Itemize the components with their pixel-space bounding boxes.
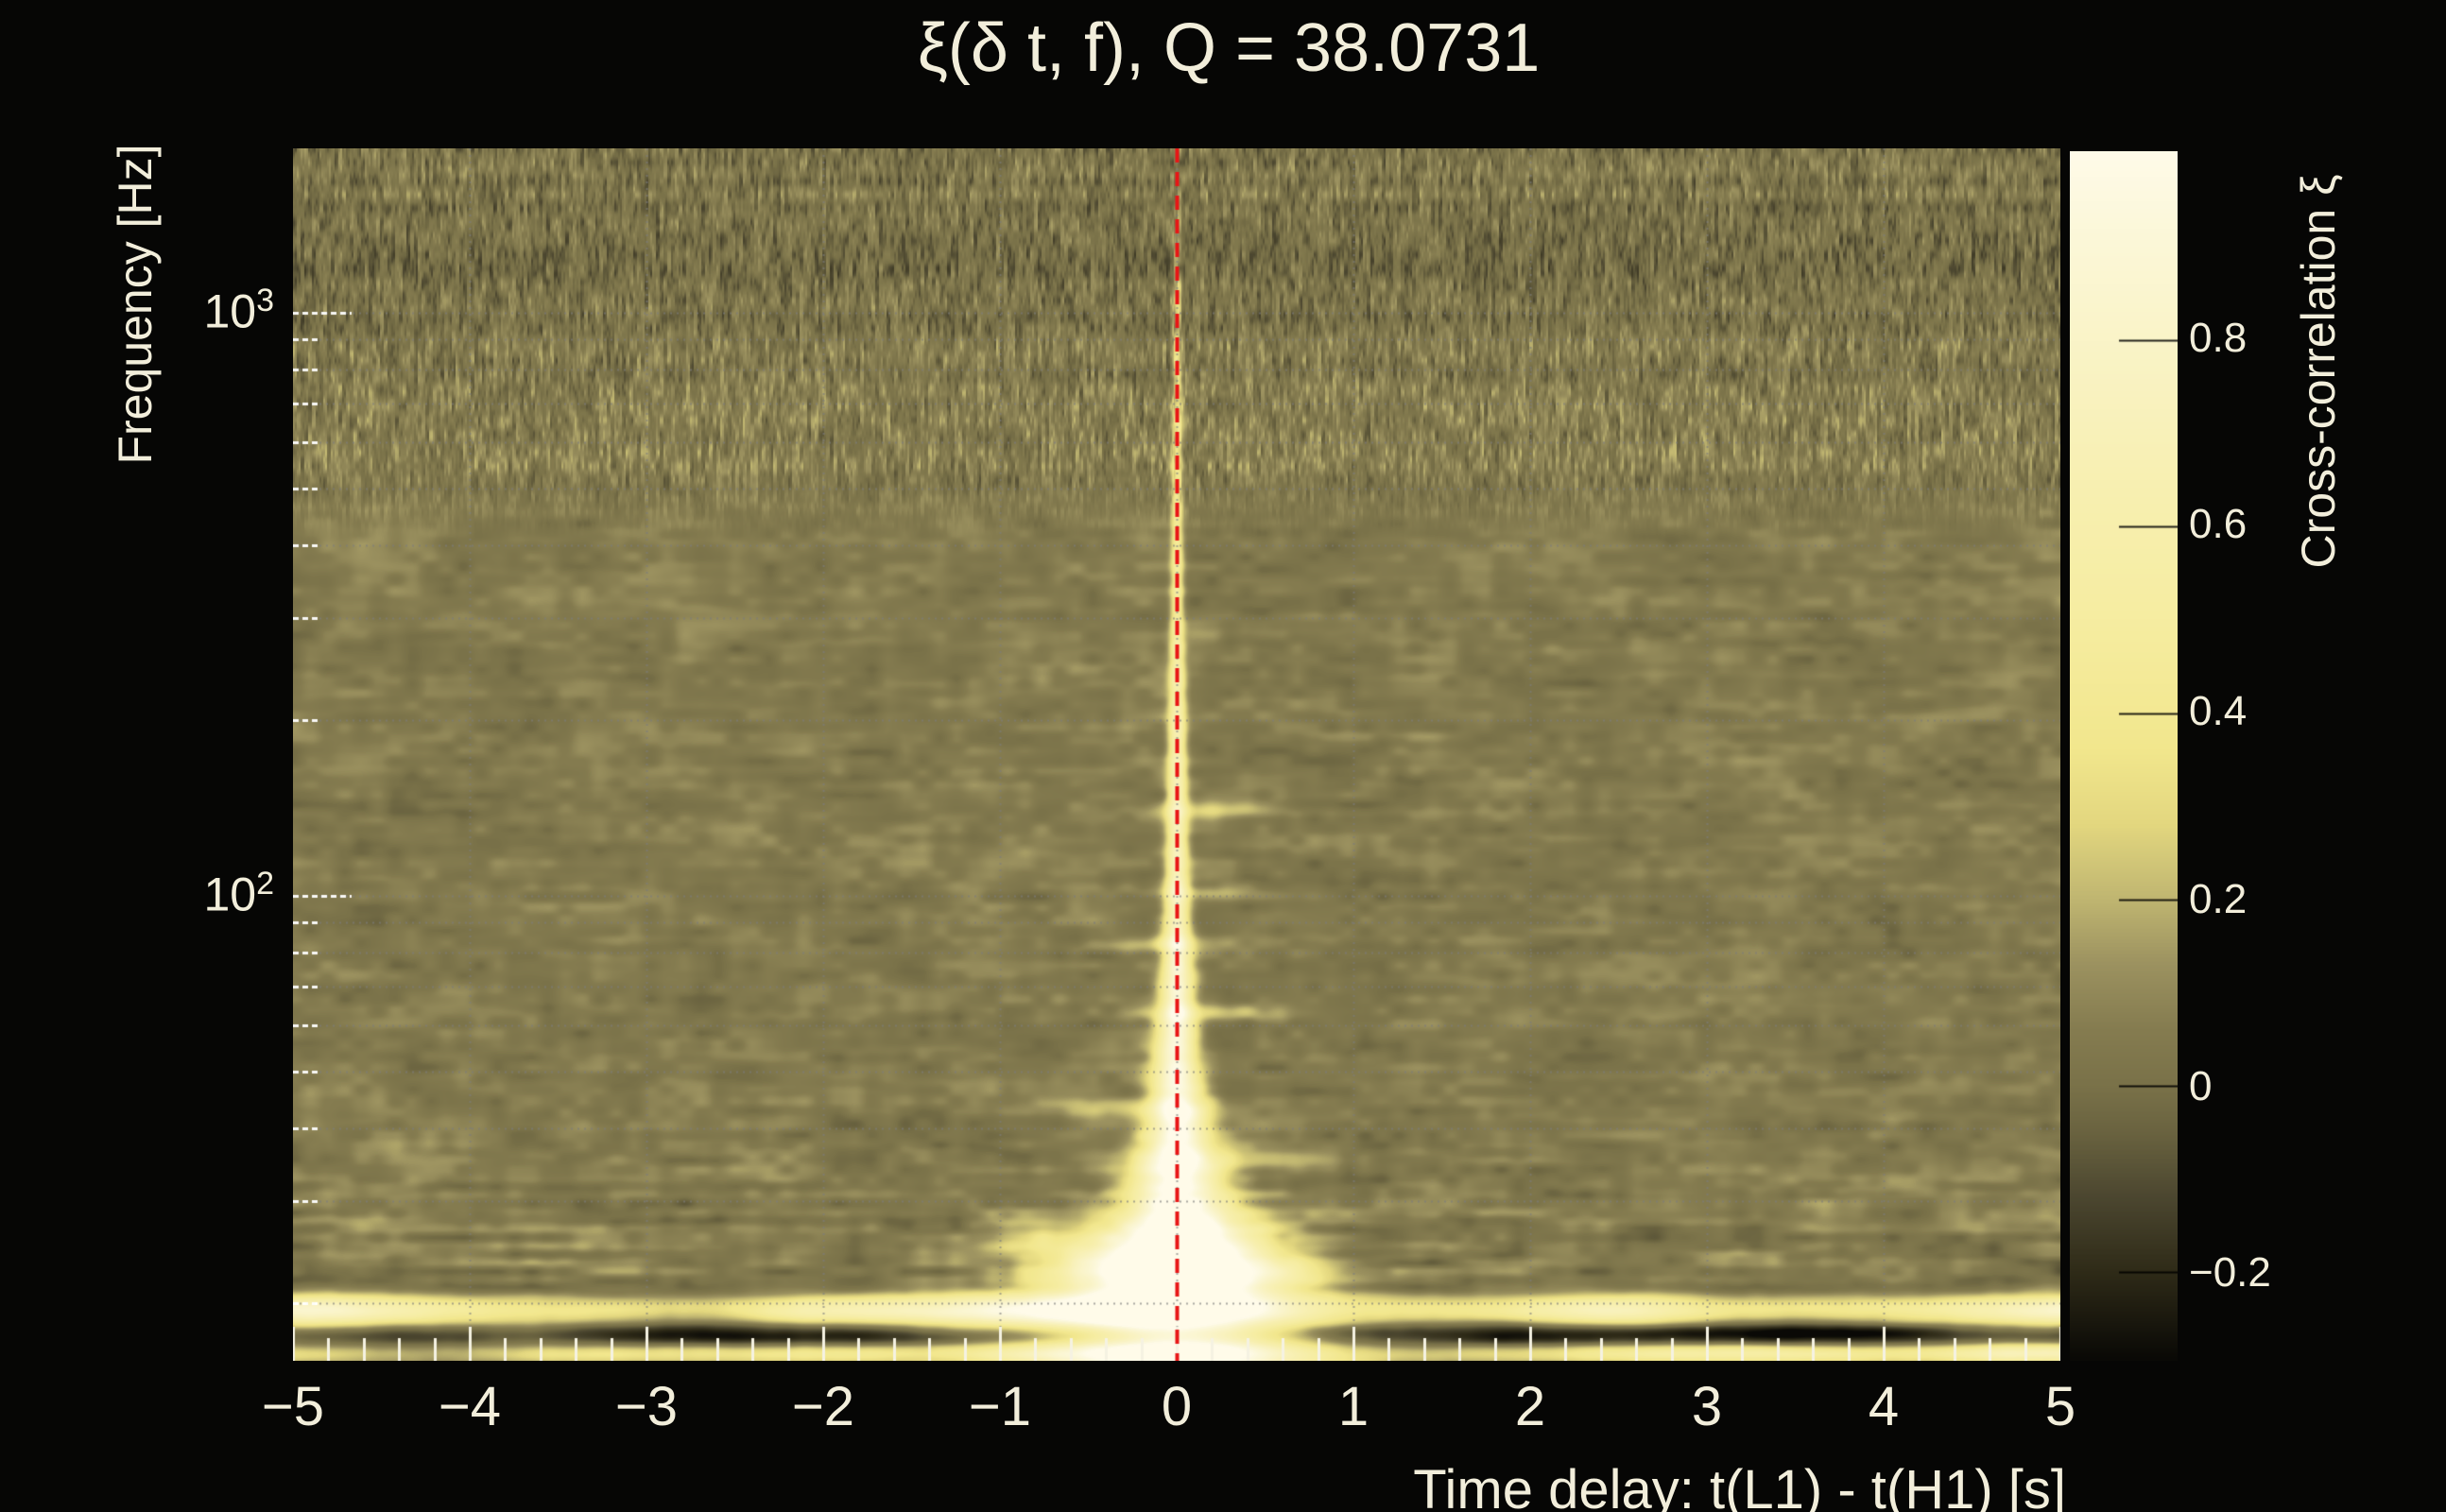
x-tick-label: −4 xyxy=(438,1376,502,1437)
x-axis-title: Time delay: t(L1) - t(H1) [s] xyxy=(1413,1459,2066,1512)
colorbar-canvas xyxy=(2070,151,2178,1361)
colorbar-title: Cross-correlation ξ xyxy=(2292,174,2345,569)
y-tick-label: 102 xyxy=(203,865,274,921)
x-tick-label: −2 xyxy=(791,1376,855,1437)
x-tick-label: 5 xyxy=(2044,1376,2076,1437)
y-tick-label: 103 xyxy=(203,282,274,338)
x-tick-label: 2 xyxy=(1514,1376,1546,1437)
y-axis-title: Frequency [Hz] xyxy=(109,144,162,465)
colorbar-tick-label: −0.2 xyxy=(2189,1249,2271,1296)
x-tick-label: −1 xyxy=(968,1376,1032,1437)
heatmap-canvas xyxy=(293,148,2060,1361)
x-tick-label: 1 xyxy=(1337,1376,1369,1437)
x-tick-label: −5 xyxy=(261,1376,325,1437)
colorbar-tick-label: 0.6 xyxy=(2189,501,2248,547)
x-tick-label: −3 xyxy=(614,1376,679,1437)
plot-title: ξ(δ t, f), Q = 38.0731 xyxy=(917,10,1541,86)
colorbar-tick-label: 0 xyxy=(2189,1063,2213,1109)
x-tick-label: 0 xyxy=(1161,1376,1193,1437)
x-tick-label: 3 xyxy=(1691,1376,1723,1437)
colorbar-tick-label: 0.8 xyxy=(2189,315,2248,361)
x-tick-label: 4 xyxy=(1868,1376,1900,1437)
colorbar-tick-label: 0.2 xyxy=(2189,876,2248,922)
colorbar-tick-label: 0.4 xyxy=(2189,688,2248,734)
